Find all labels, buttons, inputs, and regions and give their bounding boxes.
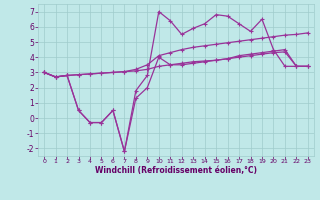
X-axis label: Windchill (Refroidissement éolien,°C): Windchill (Refroidissement éolien,°C): [95, 166, 257, 175]
